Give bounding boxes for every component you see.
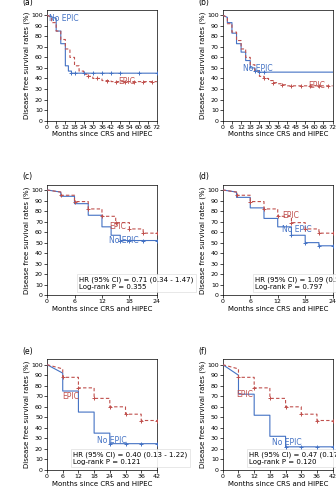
- Y-axis label: Disease free survival rates (%): Disease free survival rates (%): [24, 186, 30, 294]
- Text: EPIC: EPIC: [63, 392, 80, 401]
- Text: (e): (e): [23, 347, 34, 356]
- Text: No EPIC: No EPIC: [243, 64, 272, 74]
- Text: HR (95% CI) = 0.47 (0.17 - 1.27)
Log-rank P = 0.120: HR (95% CI) = 0.47 (0.17 - 1.27) Log-ran…: [249, 451, 336, 464]
- Y-axis label: Disease free survival rates (%): Disease free survival rates (%): [199, 361, 206, 469]
- X-axis label: Months since CRS and HIPEC: Months since CRS and HIPEC: [227, 131, 328, 137]
- Text: EPIC: EPIC: [119, 77, 136, 86]
- Y-axis label: Disease free survival rates (%): Disease free survival rates (%): [199, 186, 206, 294]
- Text: No EPIC: No EPIC: [109, 236, 138, 245]
- Text: EPIC: EPIC: [308, 82, 325, 90]
- Text: EPIC: EPIC: [109, 222, 126, 232]
- Text: (c): (c): [23, 172, 33, 182]
- X-axis label: Months since CRS and HIPEC: Months since CRS and HIPEC: [52, 306, 152, 312]
- Text: (b): (b): [199, 0, 210, 6]
- Text: No EPIC: No EPIC: [272, 438, 302, 447]
- X-axis label: Months since CRS and HIPEC: Months since CRS and HIPEC: [52, 131, 152, 137]
- Text: HR (95% CI) = 1.09 (0.57 - 2.07)
Log-rank P = 0.797: HR (95% CI) = 1.09 (0.57 - 2.07) Log-ran…: [255, 276, 336, 290]
- Text: (a): (a): [23, 0, 34, 6]
- Y-axis label: Disease free survival rates (%): Disease free survival rates (%): [24, 12, 30, 119]
- Text: HR (95% CI) = 0.71 (0.34 - 1.47)
Log-rank P = 0.355: HR (95% CI) = 0.71 (0.34 - 1.47) Log-ran…: [79, 276, 194, 290]
- Text: No EPIC: No EPIC: [97, 436, 126, 445]
- X-axis label: Months since CRS and HIPEC: Months since CRS and HIPEC: [227, 480, 328, 486]
- Text: (f): (f): [199, 347, 207, 356]
- Y-axis label: Disease free survival rates (%): Disease free survival rates (%): [24, 361, 30, 469]
- Text: (d): (d): [199, 172, 210, 182]
- X-axis label: Months since CRS and HIPEC: Months since CRS and HIPEC: [52, 480, 152, 486]
- Y-axis label: Disease free survival rates (%): Disease free survival rates (%): [199, 12, 206, 119]
- Text: No EPIC: No EPIC: [282, 226, 312, 234]
- Text: HR (95% CI) = 0.40 (0.13 - 1.22)
Log-rank P = 0.121: HR (95% CI) = 0.40 (0.13 - 1.22) Log-ran…: [73, 451, 187, 464]
- X-axis label: Months since CRS and HIPEC: Months since CRS and HIPEC: [227, 306, 328, 312]
- Text: EPIC: EPIC: [236, 390, 253, 398]
- Text: No EPIC: No EPIC: [49, 14, 78, 23]
- Text: EPIC: EPIC: [282, 211, 299, 220]
